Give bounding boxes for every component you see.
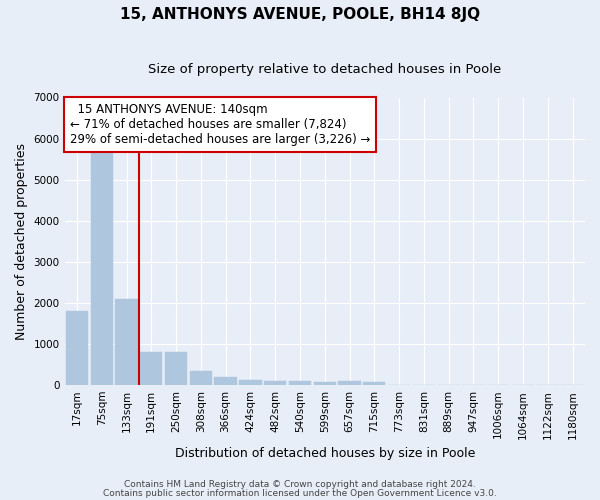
Bar (363, 382, 385, 385)
Bar (239, 380, 262, 385)
Bar (165, 352, 187, 385)
Bar (289, 382, 311, 385)
Bar (115, 299, 137, 385)
Text: Contains public sector information licensed under the Open Government Licence v3: Contains public sector information licen… (103, 488, 497, 498)
Bar (190, 370, 212, 385)
Bar (214, 377, 237, 385)
Y-axis label: Number of detached properties: Number of detached properties (15, 143, 28, 340)
Text: 15 ANTHONYS AVENUE: 140sqm
← 71% of detached houses are smaller (7,824)
29% of s: 15 ANTHONYS AVENUE: 140sqm ← 71% of deta… (70, 104, 370, 146)
Text: 15, ANTHONYS AVENUE, POOLE, BH14 8JQ: 15, ANTHONYS AVENUE, POOLE, BH14 8JQ (120, 8, 480, 22)
Bar (91, 149, 113, 385)
Bar (264, 380, 286, 385)
Bar (338, 380, 361, 385)
Bar (66, 311, 88, 385)
Bar (140, 352, 163, 385)
Bar (314, 382, 336, 385)
X-axis label: Distribution of detached houses by size in Poole: Distribution of detached houses by size … (175, 447, 475, 460)
Title: Size of property relative to detached houses in Poole: Size of property relative to detached ho… (148, 62, 502, 76)
Text: Contains HM Land Registry data © Crown copyright and database right 2024.: Contains HM Land Registry data © Crown c… (124, 480, 476, 489)
